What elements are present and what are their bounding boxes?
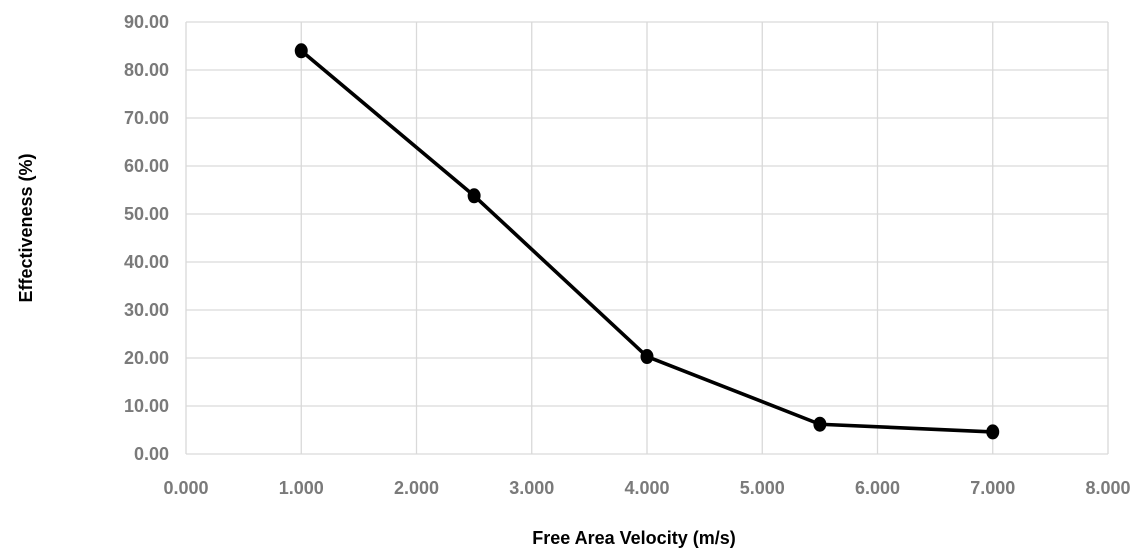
data-point bbox=[640, 349, 654, 365]
data-point bbox=[294, 43, 308, 59]
x-tick-label: 6.000 bbox=[855, 478, 900, 498]
x-tick-label: 2.000 bbox=[394, 478, 439, 498]
y-axis-tick-labels: 0.00 10.00 20.00 30.00 40.00 50.00 60.00 70.00 8… bbox=[124, 12, 169, 464]
y-tick-label: 30.00 bbox=[124, 300, 169, 320]
y-tick-label: 20.00 bbox=[124, 348, 169, 368]
x-axis-tick-labels: 0.000 1.000 2.000 3.000 4.000 5.000 6.000 7.000… bbox=[163, 478, 1130, 498]
y-tick-label: 70.00 bbox=[124, 108, 169, 128]
y-tick-label: 90.00 bbox=[124, 12, 169, 32]
y-axis-title: Effectiveness (%) bbox=[16, 153, 36, 302]
y-tick-label: 60.00 bbox=[124, 156, 169, 176]
data-series bbox=[294, 43, 1000, 440]
data-point bbox=[813, 416, 827, 432]
x-tick-label: 7.000 bbox=[970, 478, 1015, 498]
y-tick-label: 0.00 bbox=[134, 444, 169, 464]
x-tick-label: 3.000 bbox=[509, 478, 554, 498]
x-tick-label: 0.000 bbox=[163, 478, 208, 498]
data-point bbox=[986, 424, 1000, 440]
x-tick-label: 4.000 bbox=[624, 478, 669, 498]
x-tick-label: 1.000 bbox=[279, 478, 324, 498]
y-tick-label: 50.00 bbox=[124, 204, 169, 224]
y-tick-label: 10.00 bbox=[124, 396, 169, 416]
x-tick-label: 8.000 bbox=[1085, 478, 1130, 498]
x-axis-title: Free Area Velocity (m/s) bbox=[532, 528, 735, 548]
y-tick-label: 40.00 bbox=[124, 252, 169, 272]
data-point bbox=[467, 188, 481, 204]
x-tick-label: 5.000 bbox=[740, 478, 785, 498]
gridlines bbox=[185, 21, 1109, 455]
y-tick-label: 80.00 bbox=[124, 60, 169, 80]
